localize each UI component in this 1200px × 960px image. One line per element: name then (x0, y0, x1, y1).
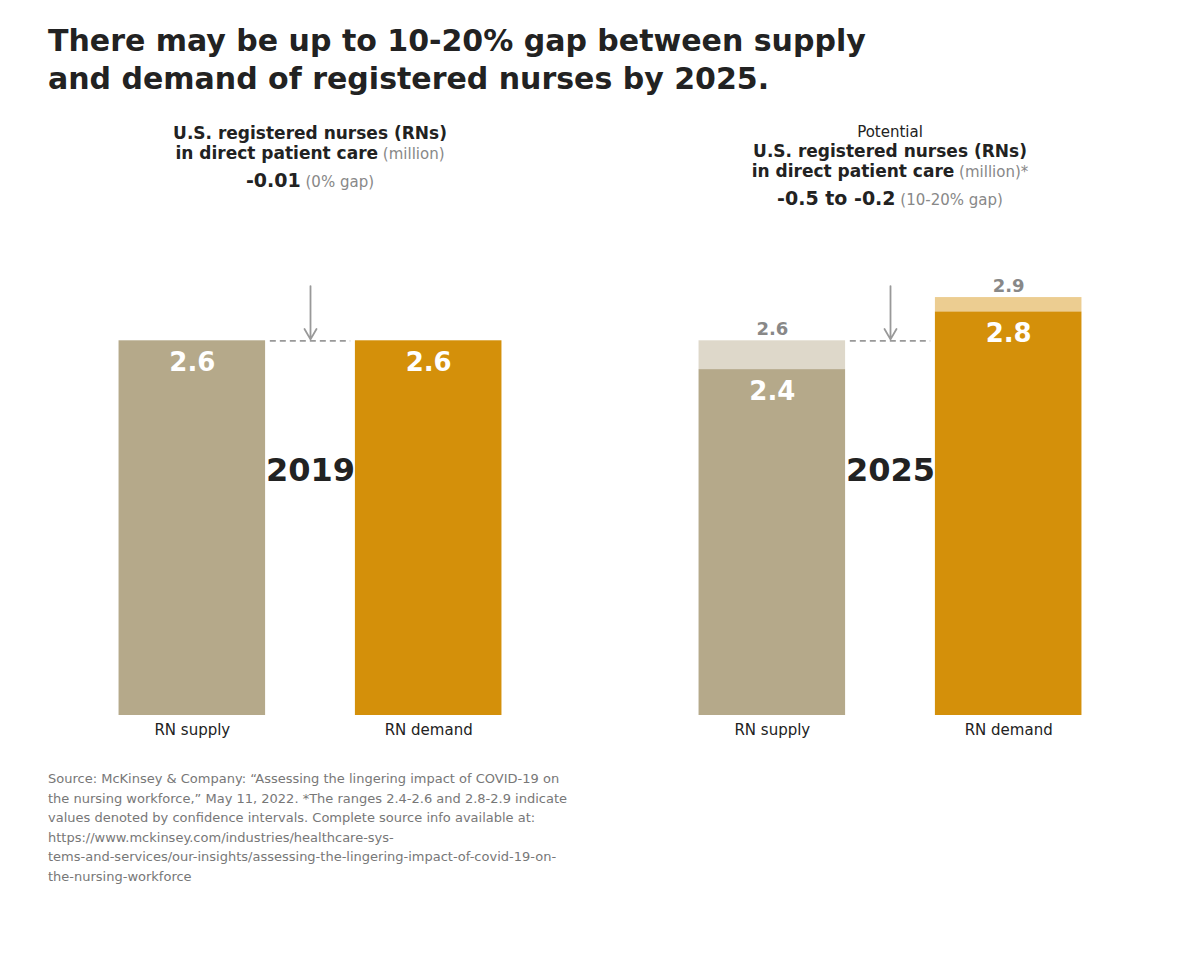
html-text:and demand of registered nurse: and demand of registered nurses by 2025. (48, 60, 770, 96)
svg-text:RN demand: RN demand (385, 721, 473, 739)
html-text:in direct patient care (millio: in direct patient care (million) (175, 143, 445, 163)
svg-text:2025: 2025 (846, 451, 935, 489)
svg-text:2.6: 2.6 (406, 347, 452, 377)
svg-text:2.6: 2.6 (756, 318, 788, 339)
html-text:U.S. registered nurses (RNs): U.S. registered nurses (RNs) (753, 141, 1027, 161)
html-text:in direct patient care (millio: in direct patient care (million)* (751, 161, 1029, 181)
svg-text:RN demand: RN demand (965, 721, 1053, 739)
html-text:Source: McKinsey & Company: “A: Source: McKinsey & Company: “Assessing t… (48, 771, 567, 884)
svg-text:RN supply: RN supply (154, 721, 230, 739)
html-text:Potential: Potential (857, 123, 923, 141)
svg-text:2.4: 2.4 (749, 376, 795, 406)
svg-text:2.6: 2.6 (169, 347, 215, 377)
svg-text:2.9: 2.9 (993, 275, 1025, 296)
html-text:U.S. registered nurses (RNs): U.S. registered nurses (RNs) (173, 123, 447, 143)
html-text:-0.5 to -0.2(10-20% gap): -0.5 to -0.2(10-20% gap) (777, 187, 1003, 209)
svg-text:2019: 2019 (266, 451, 355, 489)
svg-text:RN supply: RN supply (734, 721, 810, 739)
html-text:-0.01(0% gap): -0.01(0% gap) (246, 169, 374, 191)
svg-text:2.8: 2.8 (986, 318, 1032, 348)
html-text:There may be up to 10-20% gap: There may be up to 10-20% gap between su… (48, 23, 866, 58)
